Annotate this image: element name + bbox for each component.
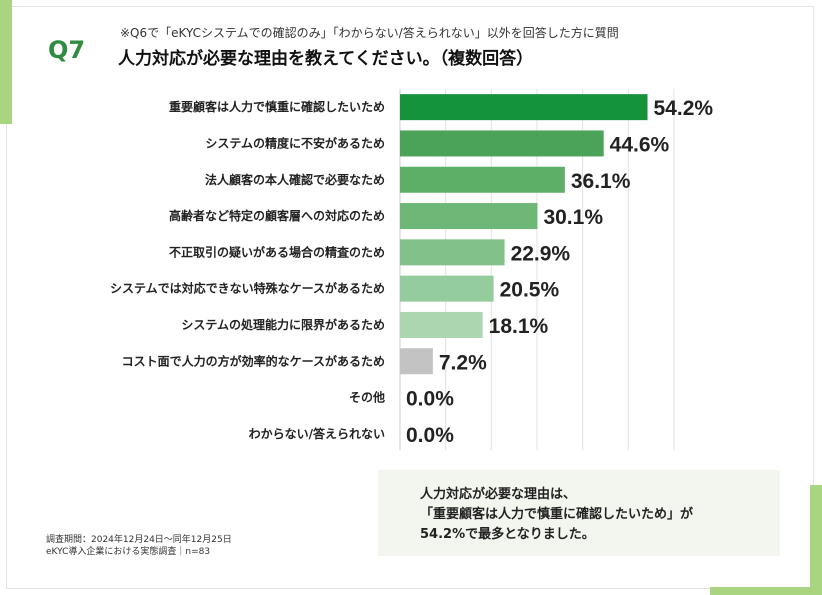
accent-bar-bottom-right <box>810 485 822 595</box>
bar <box>400 275 494 302</box>
data-label: 0.0% <box>406 424 454 447</box>
footnote-survey: eKYC導入企業における実態調査｜n=83 <box>46 547 211 557</box>
bar <box>400 166 565 193</box>
data-label: 44.6% <box>610 133 670 156</box>
category-label: 高齢者など特定の顧客層への対応のため <box>169 208 385 223</box>
question-note: ※Q6で「eKYCシステムでの確認のみ」「わからない/答えられない」以外を回答し… <box>120 26 619 40</box>
card-frame <box>6 6 814 589</box>
summary-box <box>378 470 780 556</box>
bar <box>400 348 433 375</box>
data-label: 7.2% <box>439 351 487 374</box>
category-label: コスト面で人力の方が効率的なケースがあるため <box>122 353 385 368</box>
question-number: Q7 <box>48 36 86 64</box>
data-label: 30.1% <box>543 206 603 229</box>
data-label: 0.0% <box>406 388 454 411</box>
accent-strip-bottom <box>710 587 810 595</box>
bar <box>400 311 483 338</box>
footnote: 調査期間：2024年12月24日～同年12月25日 eKYC導入企業における実態… <box>46 534 232 558</box>
bar <box>400 130 604 157</box>
category-label: システムの精度に不安があるため <box>205 135 385 150</box>
bar <box>400 239 505 266</box>
summary-line-2: 「重要顧客は人力で慎重に確認したいため」が <box>420 507 694 522</box>
category-label: 法人顧客の本人確認で必要なため <box>205 172 385 187</box>
footnote-period: 調査期間：2024年12月24日～同年12月25日 <box>46 535 232 545</box>
category-label: システムでは対応できない特殊なケースがあるため <box>110 281 385 296</box>
summary-text: 人力対応が必要な理由は、 「重要顧客は人力で慎重に確認したいため」が 54.2%… <box>420 485 693 545</box>
summary-line-3: 54.2%で最多となりました。 <box>420 527 595 542</box>
summary-line-1: 人力対応が必要な理由は、 <box>420 487 577 502</box>
data-label: 20.5% <box>500 279 560 302</box>
category-label: 重要顧客は人力で慎重に確認したいため <box>169 99 385 114</box>
bar <box>400 203 538 230</box>
bar <box>400 94 648 121</box>
accent-bar-top-left <box>0 0 12 124</box>
data-label: 22.9% <box>511 242 571 265</box>
data-label: 54.2% <box>654 97 714 120</box>
data-label: 36.1% <box>571 170 631 193</box>
data-label: 18.1% <box>489 315 549 338</box>
category-label: その他 <box>349 390 385 405</box>
category-label: 不正取引の疑いがある場合の精査のため <box>169 244 385 259</box>
category-label: わからない/答えられない <box>249 426 385 441</box>
category-label: システムの処理能力に限界があるため <box>181 317 385 332</box>
question-title: 人力対応が必要な理由を教えてください。（複数回答） <box>118 49 534 69</box>
